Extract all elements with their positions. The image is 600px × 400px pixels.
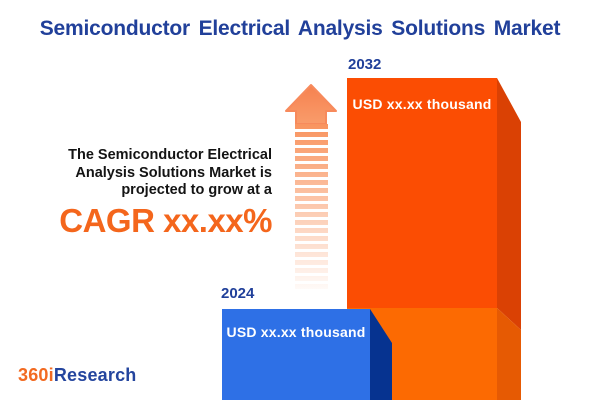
bar-2024: USD xx.xx thousand <box>222 309 370 400</box>
logo-part-research: Research <box>53 365 137 385</box>
bar-year-label-2024: 2024 <box>221 285 255 302</box>
description-line-2: Analysis Solutions Market is <box>75 164 272 181</box>
bar-2024-value: USD xx.xx thousand <box>226 324 366 340</box>
page-title: Semiconductor Electrical Analysis Soluti… <box>39 17 561 40</box>
bar-year-label-2032: 2032 <box>348 56 382 73</box>
bar-2032-side-face <box>497 78 521 400</box>
arrow-dashed-tail <box>295 124 328 292</box>
description-line-1: The Semiconductor Electrical <box>68 147 272 163</box>
logo-part-360i: 360i <box>18 365 54 385</box>
cagr-value: CAGR xx.xx% <box>59 202 272 239</box>
bar-2024-side-face <box>370 309 392 400</box>
bar-2032-value: USD xx.xx thousand <box>352 96 492 112</box>
description-line-3: projected to grow at a <box>121 182 272 198</box>
up-arrow-icon <box>285 84 337 125</box>
market-description: The Semiconductor Electrical Analysis So… <box>22 147 272 200</box>
brand-logo: 360iResearch <box>18 365 137 386</box>
